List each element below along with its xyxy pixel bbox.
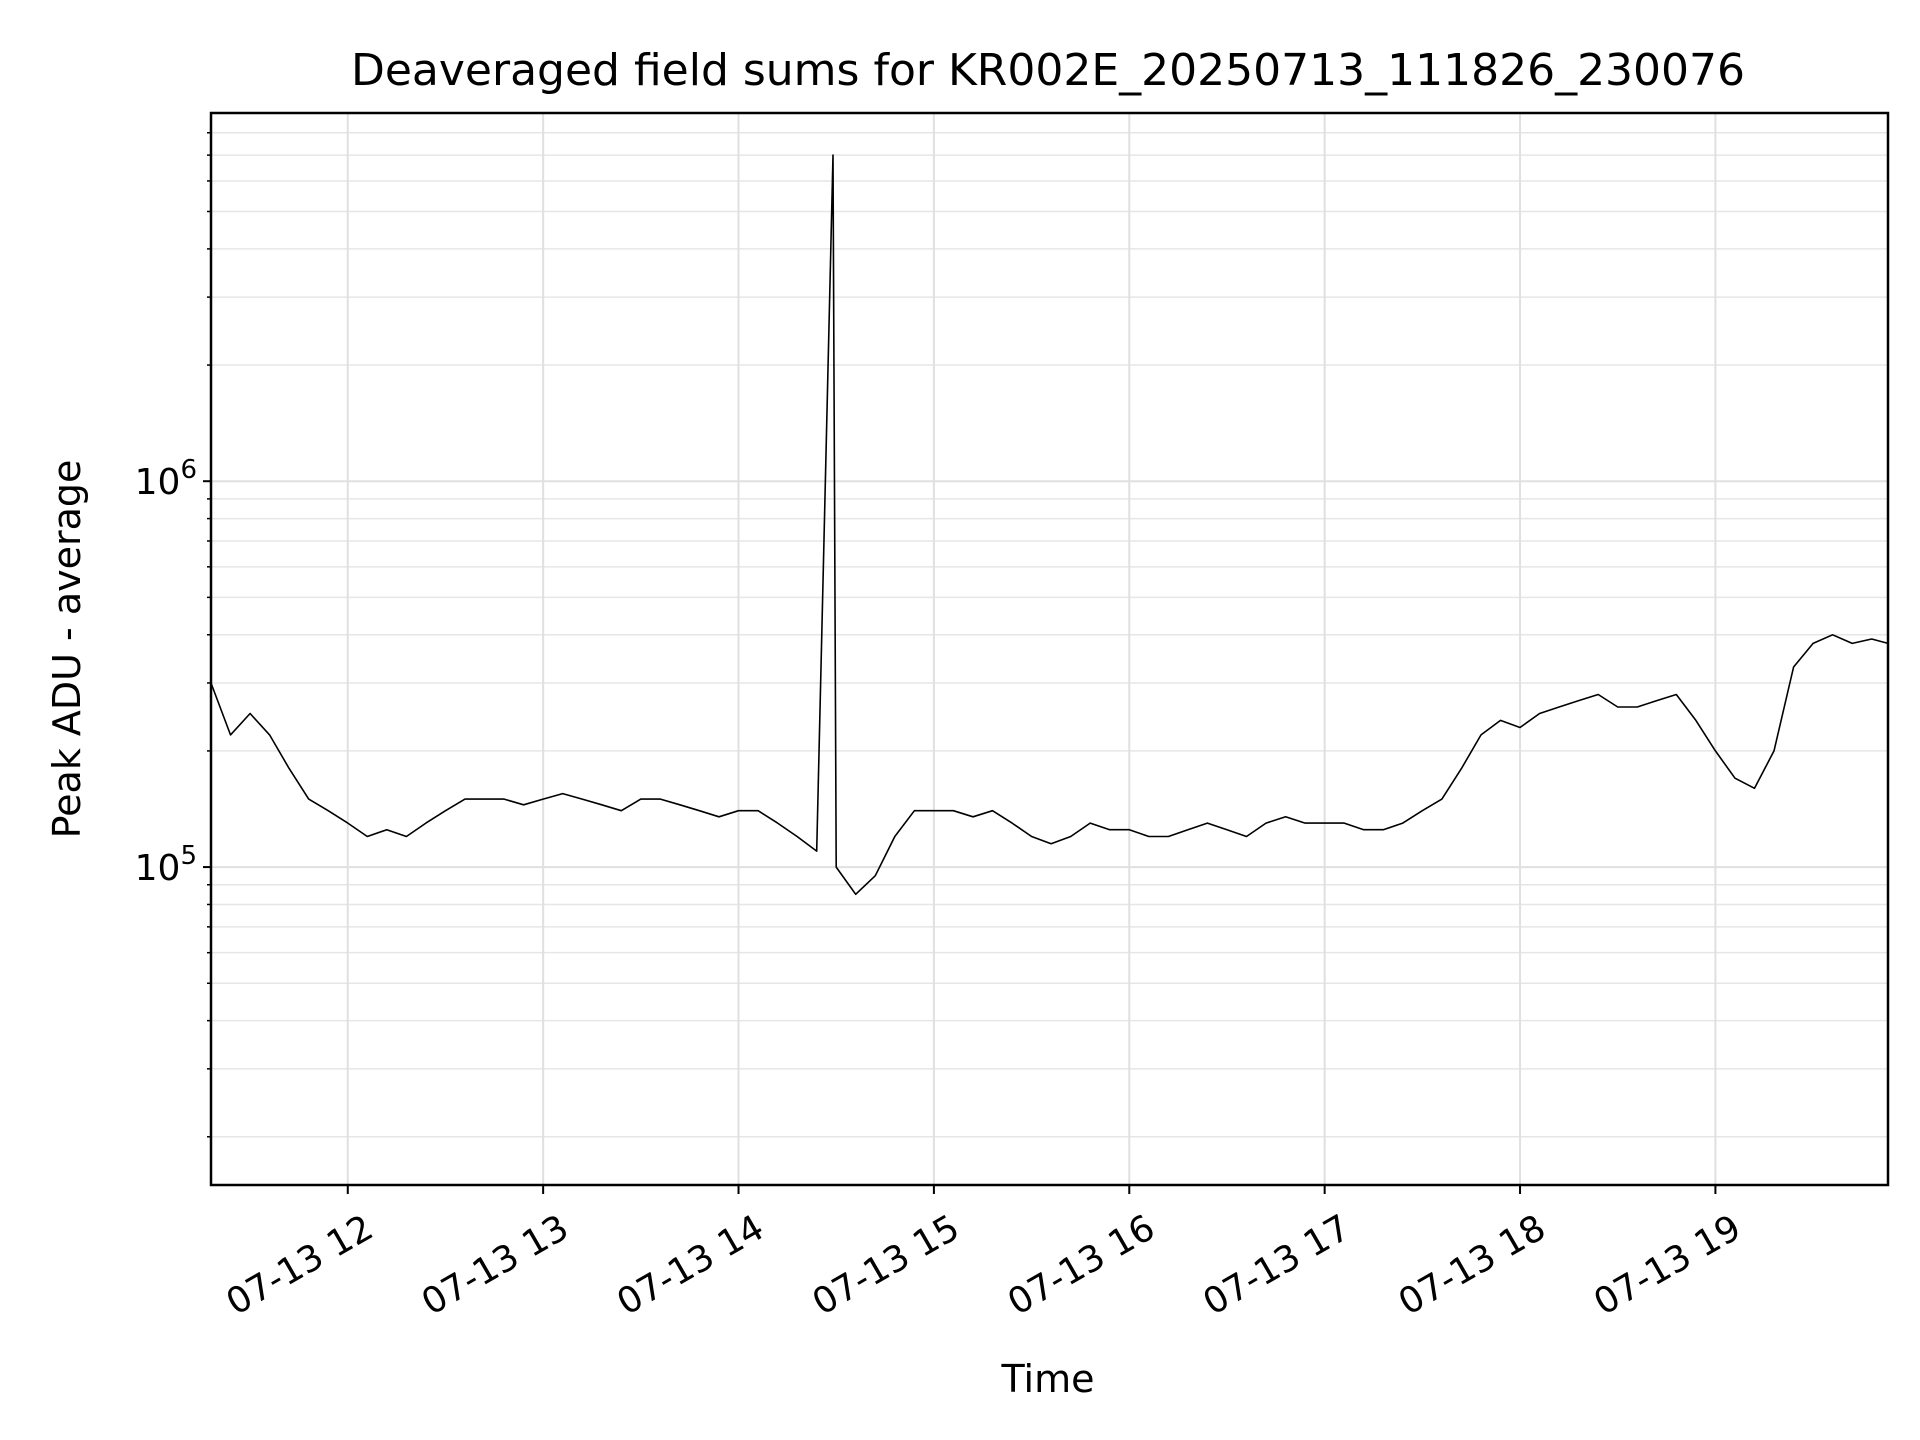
series-line <box>210 154 1889 896</box>
grid <box>211 113 1888 1185</box>
series-layer <box>210 154 1889 896</box>
y-axis-label: Peak ADU - average <box>45 460 89 839</box>
plot-frame <box>209 111 1890 1187</box>
y-tick-label: 105 <box>135 841 197 889</box>
y-axis: 105 106 <box>135 131 211 1138</box>
x-axis-label: Time <box>1001 1357 1095 1401</box>
y-tick-label: 106 <box>135 455 197 503</box>
chart-title: Deaveraged field sums for KR002E_2025071… <box>351 45 1745 96</box>
